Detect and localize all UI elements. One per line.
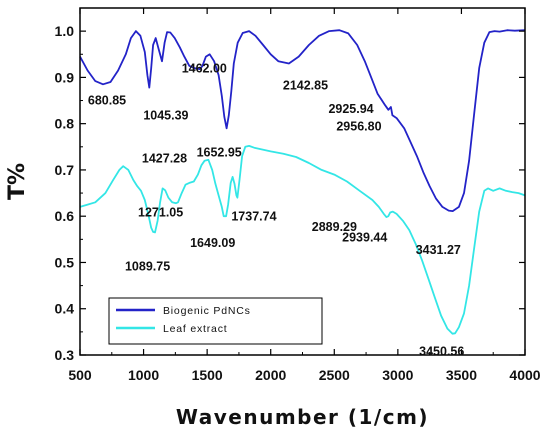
x-tick-label: 2000 (255, 367, 286, 383)
peak-label: 1045.39 (143, 109, 188, 123)
y-tick-label: 0.8 (55, 116, 75, 132)
peak-label: 1649.09 (190, 236, 235, 250)
peak-label: 2889.29 (312, 220, 357, 234)
x-axis-title: Wavenumber (1/cm) (176, 405, 429, 429)
y-tick-label: 1.0 (55, 23, 75, 39)
x-tick-label: 3500 (446, 367, 477, 383)
legend: Biogenic PdNCs Leaf extract (108, 297, 323, 345)
y-tick-label: 0.3 (55, 347, 75, 363)
peak-label: 680.85 (88, 93, 126, 107)
x-tick-label: 2500 (319, 367, 350, 383)
x-tick-label: 4000 (509, 367, 540, 383)
peak-label: 1462.00 (182, 61, 227, 75)
x-tick-label: 1500 (192, 367, 223, 383)
peak-label: 2956.80 (336, 119, 381, 133)
x-tick-label: 1000 (128, 367, 159, 383)
series-line-2 (79, 145, 526, 335)
series-layer (79, 29, 526, 335)
y-tick-label: 0.9 (55, 69, 75, 85)
peak-label: 1089.75 (125, 259, 170, 273)
ticks-layer: 500 1000 1500 2000 2500 3000 3500 4000 0.3 0.4 0.5… (55, 8, 541, 383)
peak-label: 3450.56 (419, 344, 464, 358)
legend-label-2: Leaf extract (163, 323, 227, 335)
series-line-1 (79, 29, 526, 212)
y-axis-title: T% (5, 163, 30, 200)
legend-label-1: Biogenic PdNCs (163, 305, 251, 317)
peak-label: 1427.28 (142, 152, 187, 166)
y-tick-label: 0.5 (55, 254, 75, 270)
x-tick-label: 500 (68, 367, 92, 383)
y-tick-label: 0.7 (55, 162, 75, 178)
peak-label: 1652.95 (197, 145, 242, 159)
peak-annotations: 680.85 1045.39 1462.00 2142.85 1652.95 2925.9… (88, 61, 464, 358)
y-tick-label: 0.4 (55, 301, 75, 317)
peak-label: 3431.27 (416, 243, 461, 257)
peak-label: 2142.85 (283, 79, 328, 93)
peak-label: 1271.05 (138, 205, 183, 219)
peak-label: 2925.94 (328, 102, 373, 116)
y-tick-label: 0.6 (55, 208, 75, 224)
peak-label: 2939.44 (342, 230, 387, 244)
x-tick-label: 3000 (382, 367, 413, 383)
legend-box (108, 297, 323, 345)
peak-label: 1737.74 (231, 210, 276, 224)
